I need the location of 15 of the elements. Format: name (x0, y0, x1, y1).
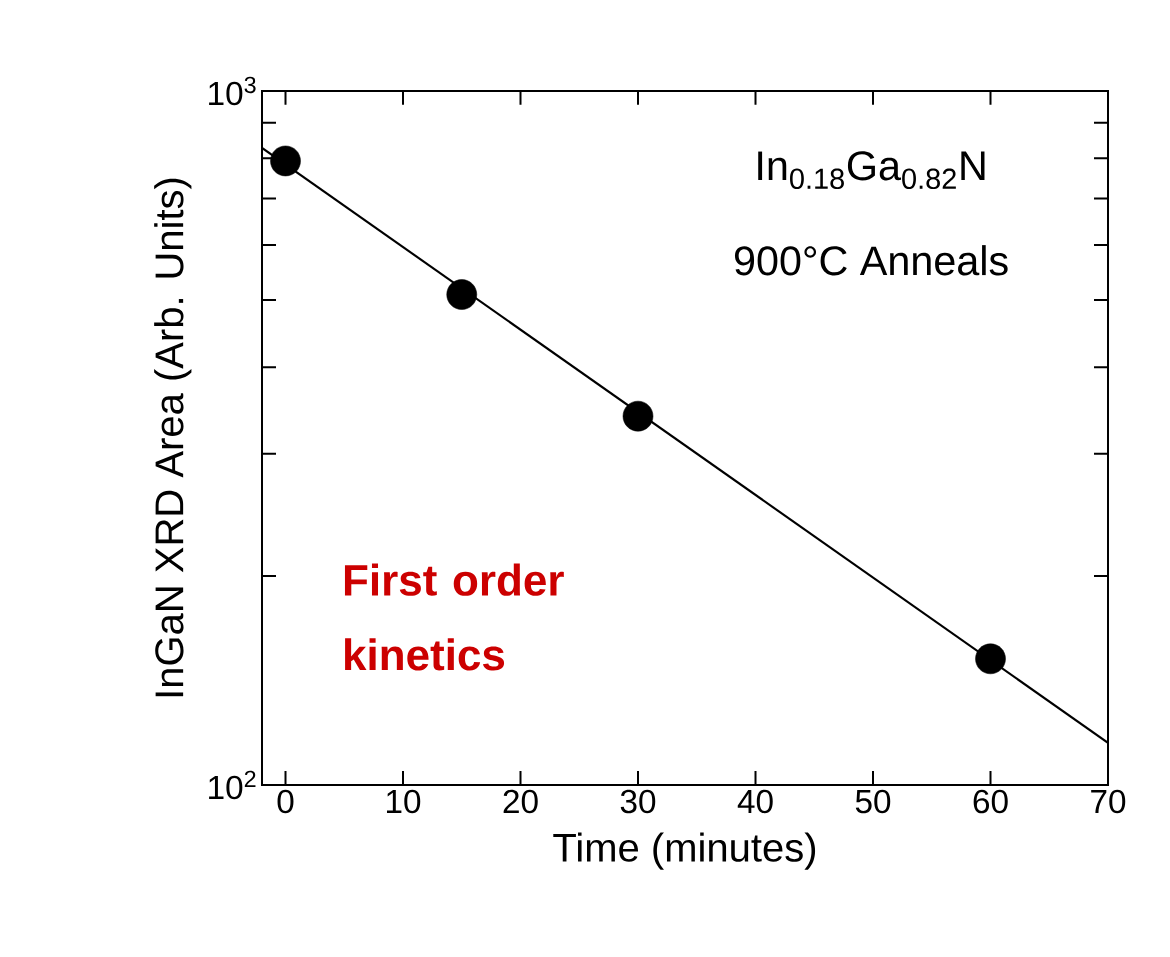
y-tick-label: 10$^{3}$ (209, 76, 256, 106)
x-tick-label: 0 (277, 789, 294, 814)
x-tick-label: 20 (503, 789, 538, 814)
x-tick-label: 50 (855, 789, 891, 814)
x-tick-label: 30 (620, 789, 656, 814)
y-tick-label: 10$^{2}$ (209, 770, 256, 800)
x-tick-label: 40 (737, 789, 773, 814)
y-axis-title: InGaN XRD Area (Arb. Units) (154, 178, 192, 697)
x-tick-label: 60 (973, 789, 1008, 814)
annotation: First order kinetics (344, 563, 564, 671)
annotation: In$_{0.18}$Ga$_{0.82}$N (758, 151, 985, 190)
annotation: 900°C Anneals (734, 245, 1008, 276)
x-tick-label: 70 (1091, 789, 1126, 814)
x-axis-title: Time (minutes) (553, 832, 816, 870)
x-tick-label: 10 (387, 789, 421, 814)
